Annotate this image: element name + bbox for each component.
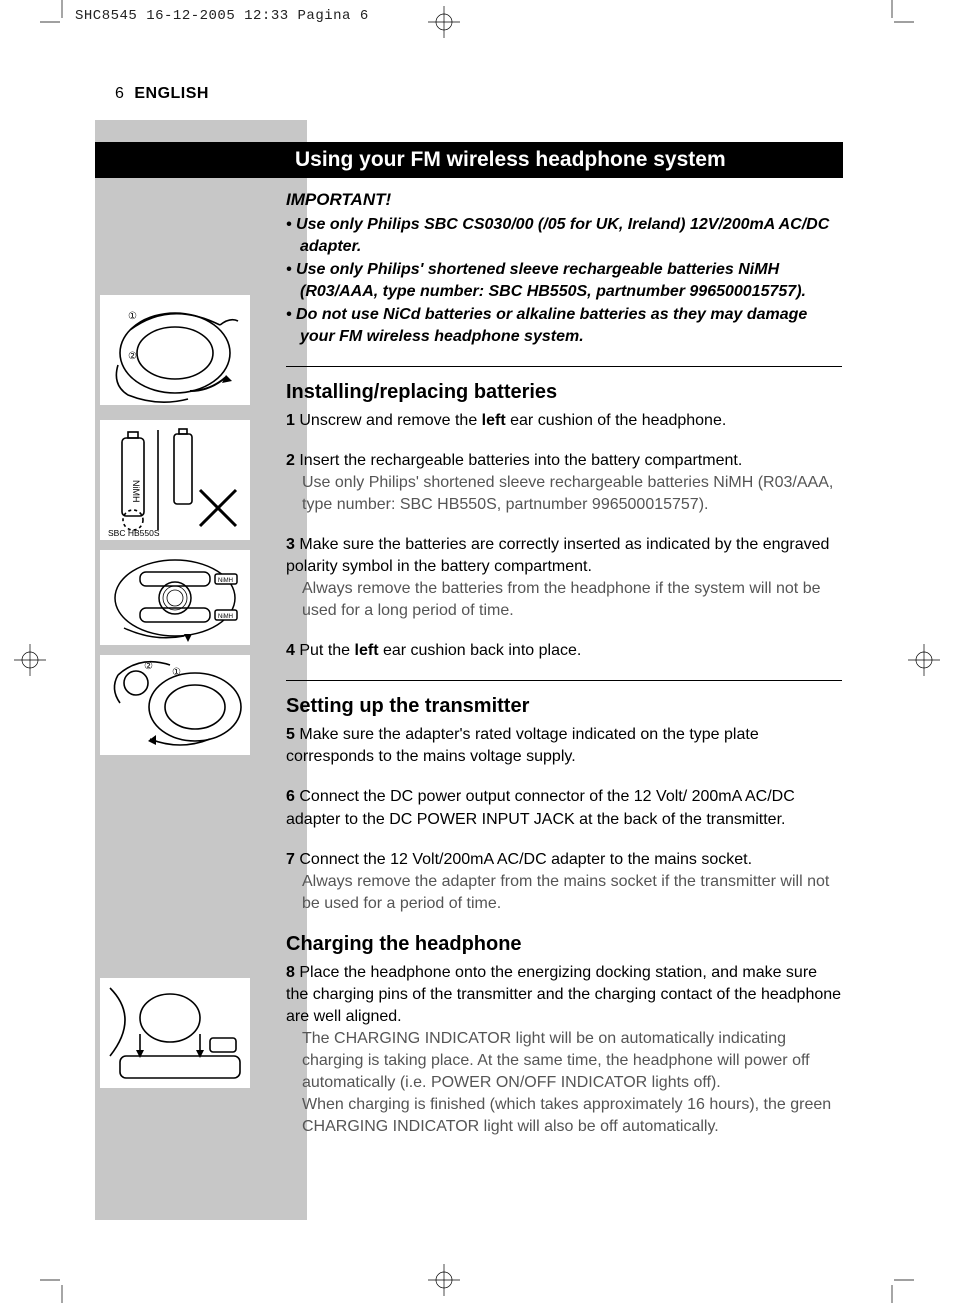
language-label: ENGLISH bbox=[134, 85, 209, 102]
page-number: 6 bbox=[115, 85, 124, 102]
divider bbox=[286, 680, 842, 681]
important-block: IMPORTANT! Use only Philips SBC CS030/00… bbox=[286, 190, 842, 348]
svg-text:SBC HB550S: SBC HB550S bbox=[108, 528, 160, 538]
illustration-ear-cushion: ① ② bbox=[100, 295, 250, 405]
main-column: IMPORTANT! Use only Philips SBC CS030/00… bbox=[286, 190, 842, 1156]
step: 5 Make sure the adapter's rated voltage … bbox=[286, 724, 842, 768]
step: 7 Connect the 12 Volt/200mA AC/DC adapte… bbox=[286, 849, 842, 915]
svg-text:②: ② bbox=[128, 351, 137, 362]
illustration-polarity: NiMH NiMH bbox=[100, 550, 250, 645]
svg-text:②: ② bbox=[144, 661, 153, 672]
step: 4 Put the left ear cushion back into pla… bbox=[286, 640, 842, 662]
illustration-batteries: NiMH SBC HB550S bbox=[100, 420, 250, 540]
step: 1 Unscrew and remove the left ear cushio… bbox=[286, 410, 842, 432]
important-item: Use only Philips' shortened sleeve recha… bbox=[286, 259, 842, 302]
svg-text:NiMH: NiMH bbox=[218, 578, 233, 584]
divider bbox=[286, 366, 842, 367]
important-heading: IMPORTANT! bbox=[286, 190, 842, 210]
step: 2 Insert the rechargeable batteries into… bbox=[286, 450, 842, 516]
running-header: 6 ENGLISH bbox=[115, 85, 209, 103]
page-content: 6 ENGLISH Using your FM wireless headpho… bbox=[60, 20, 892, 1270]
important-item: Use only Philips SBC CS030/00 (/05 for U… bbox=[286, 214, 842, 257]
svg-text:①: ① bbox=[172, 667, 181, 678]
step: 3 Make sure the batteries are correctly … bbox=[286, 534, 842, 622]
title-bar: Using your FM wireless headphone system bbox=[95, 142, 843, 178]
section-title: Installing/replacing batteries bbox=[286, 381, 842, 404]
svg-text:NiMH: NiMH bbox=[131, 480, 141, 503]
step: 8 Place the headphone onto the energizin… bbox=[286, 962, 842, 1139]
illustration-docking bbox=[100, 978, 250, 1088]
svg-text:①: ① bbox=[128, 311, 137, 322]
svg-text:NiMH: NiMH bbox=[218, 614, 233, 620]
illustration-reassemble: ① ② bbox=[100, 655, 250, 755]
section-title: Charging the headphone bbox=[286, 933, 842, 956]
section-title: Setting up the transmitter bbox=[286, 695, 842, 718]
important-item: Do not use NiCd batteries or alkaline ba… bbox=[286, 304, 842, 347]
step: 6 Connect the DC power output connector … bbox=[286, 786, 842, 830]
important-list: Use only Philips SBC CS030/00 (/05 for U… bbox=[286, 214, 842, 348]
